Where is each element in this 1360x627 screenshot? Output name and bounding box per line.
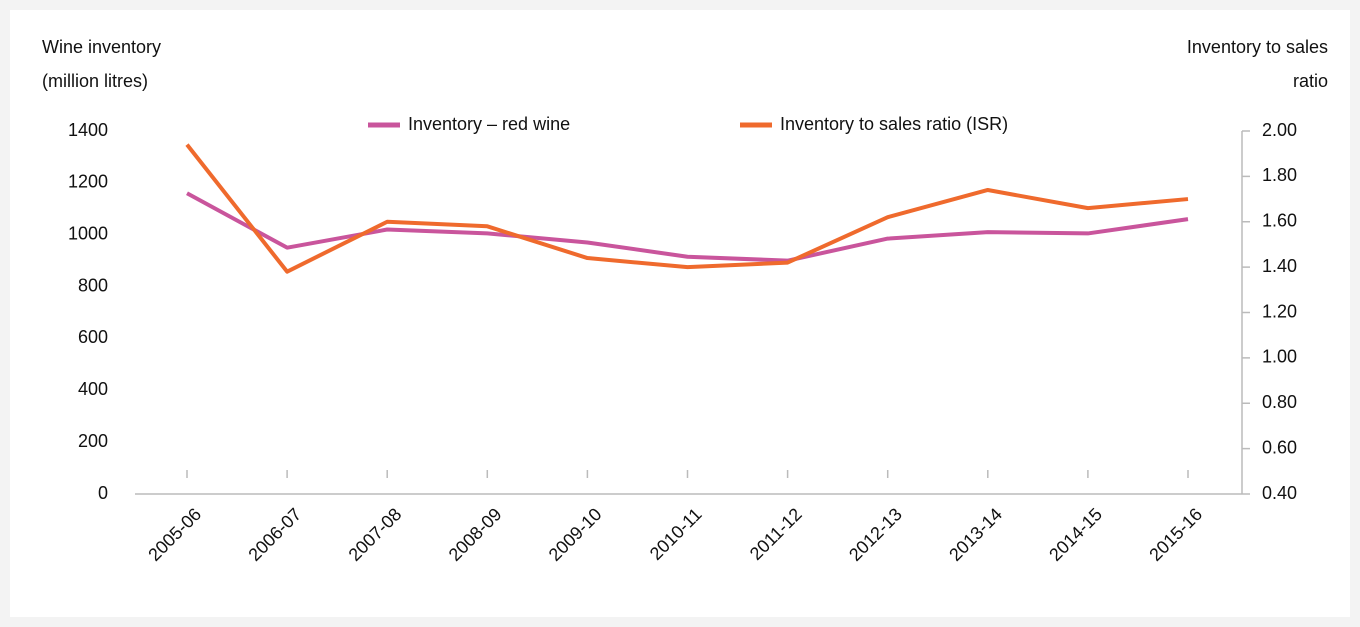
y2-tick-label: 2.00 <box>1262 120 1297 140</box>
y2-tick-label: 1.60 <box>1262 211 1297 231</box>
y-tick-label: 400 <box>78 379 108 399</box>
y-tick-label: 0 <box>98 483 108 503</box>
data-line <box>186 191 1189 263</box>
y2-tick-label: 0.60 <box>1262 437 1297 457</box>
y-tick-label: 800 <box>78 275 108 295</box>
legend-label: Inventory – red wine <box>408 114 570 134</box>
y2-tick-label: 1.00 <box>1262 347 1297 367</box>
y2-tick-label: 1.80 <box>1262 165 1297 185</box>
y-tick-label: 600 <box>78 327 108 347</box>
y-tick-label: 1400 <box>68 120 108 140</box>
chart-panel <box>10 10 1350 617</box>
y-tick-label: 200 <box>78 431 108 451</box>
legend-label: Inventory to sales ratio (ISR) <box>780 114 1008 134</box>
y2-tick-label: 0.40 <box>1262 483 1297 503</box>
y2-tick-label: 1.20 <box>1262 301 1297 321</box>
y2-axis-title: Inventory to sales <box>1187 37 1328 57</box>
y-axis-title: Wine inventory <box>42 37 161 57</box>
y2-tick-label: 0.80 <box>1262 392 1297 412</box>
y-tick-label: 1000 <box>68 223 108 243</box>
y2-axis-title: ratio <box>1293 71 1328 91</box>
y-tick-label: 1200 <box>68 172 108 192</box>
y-axis-title: (million litres) <box>42 71 148 91</box>
y2-tick-label: 1.40 <box>1262 256 1297 276</box>
data-line <box>185 143 1189 274</box>
